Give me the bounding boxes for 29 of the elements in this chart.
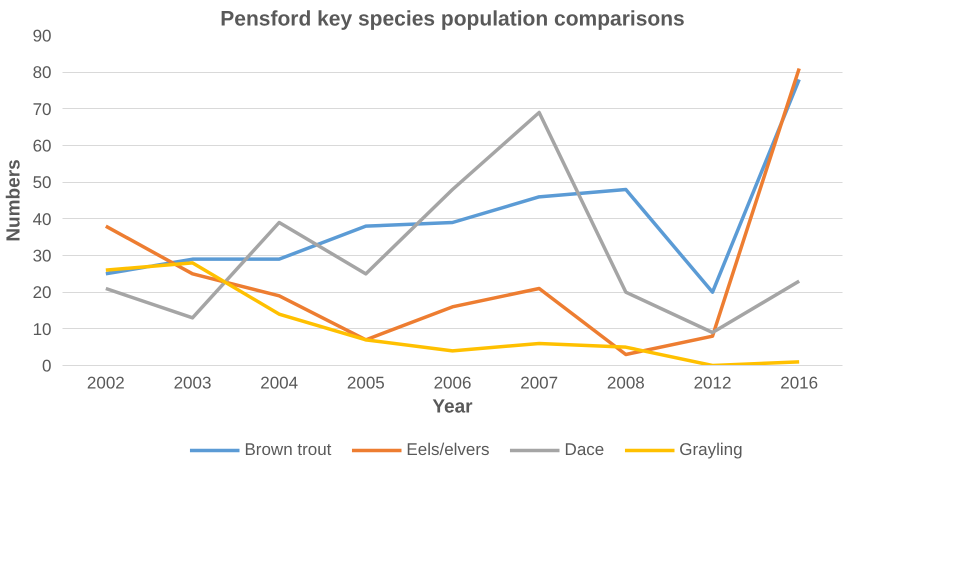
y-tick-label: 50 xyxy=(32,173,52,192)
legend-label: Brown trout xyxy=(244,440,332,460)
line-series xyxy=(104,261,801,366)
line-series xyxy=(104,66,801,356)
x-tick-label: 2012 xyxy=(694,374,732,392)
y-tick-label: 60 xyxy=(32,136,52,156)
y-tick-label: 40 xyxy=(32,210,52,229)
x-tick-label: 2004 xyxy=(260,374,298,392)
chart-title: Pensford key species population comparisons xyxy=(220,8,685,30)
y-tick-label: 0 xyxy=(42,356,52,376)
line-series xyxy=(104,110,801,334)
x-tick-label: 2002 xyxy=(86,374,125,392)
x-tick-label: 2008 xyxy=(606,374,645,392)
x-tick-label: 2006 xyxy=(434,374,472,392)
y-tick-label: 30 xyxy=(32,246,52,266)
legend-label: Eels/elvers xyxy=(406,440,490,460)
x-axis-title: Year xyxy=(432,396,474,418)
legend-label: Grayling xyxy=(679,440,743,460)
x-tick-label: 2016 xyxy=(780,374,818,392)
legend-label: Dace xyxy=(564,440,604,460)
y-tick-label: 80 xyxy=(32,63,52,82)
x-tick-label: 2007 xyxy=(520,374,558,392)
y-tick-label: 10 xyxy=(32,320,52,339)
y-tick-label: 90 xyxy=(32,26,52,46)
y-axis-title: Numbers xyxy=(4,159,25,242)
y-tick-label: 20 xyxy=(32,283,52,302)
y-tick-label: 70 xyxy=(32,100,52,119)
x-tick-label: 2003 xyxy=(174,374,212,392)
x-tick-label: 2005 xyxy=(346,374,385,392)
